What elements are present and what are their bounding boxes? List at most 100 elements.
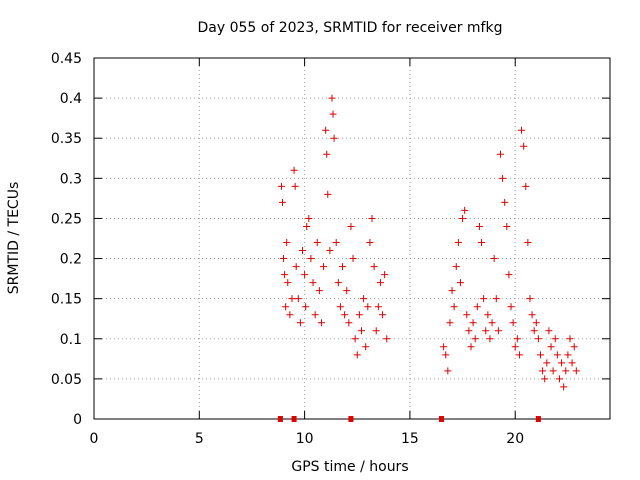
data-point — [558, 359, 566, 367]
data-point — [478, 239, 486, 247]
data-point — [323, 150, 331, 158]
y-tick-label: 0.3 — [60, 171, 82, 187]
data-point — [284, 279, 292, 287]
data-point — [349, 255, 357, 263]
axis-marker — [277, 416, 283, 422]
data-point — [307, 255, 315, 263]
data-point — [278, 198, 286, 206]
data-point — [526, 295, 534, 303]
data-point — [324, 190, 332, 198]
data-point — [482, 327, 490, 335]
chart-title: Day 055 of 2023, SRMTID for receiver mfk… — [198, 20, 503, 36]
data-point — [280, 255, 288, 263]
y-tick-label: 0.4 — [60, 91, 82, 107]
data-point — [473, 303, 481, 311]
data-point — [301, 271, 309, 279]
data-point — [330, 134, 338, 142]
y-tick-label: 0.05 — [51, 372, 82, 388]
data-point — [568, 359, 576, 367]
data-point — [456, 279, 464, 287]
y-tick-label: 0.35 — [51, 131, 82, 147]
data-point — [492, 295, 500, 303]
data-point — [503, 222, 511, 230]
data-point — [536, 351, 544, 359]
data-point — [518, 126, 526, 134]
data-point — [294, 295, 302, 303]
data-point — [302, 303, 310, 311]
data-point — [332, 239, 340, 247]
data-point — [357, 327, 365, 335]
data-point — [336, 303, 344, 311]
x-tick-label: 15 — [401, 431, 419, 447]
data-point — [334, 279, 342, 287]
data-point — [530, 327, 538, 335]
data-point — [282, 303, 290, 311]
data-point — [311, 311, 319, 319]
y-tick-label: 0 — [73, 412, 82, 428]
data-point — [381, 271, 389, 279]
grid — [94, 58, 610, 419]
data-point — [553, 351, 561, 359]
data-point — [296, 319, 304, 327]
data-point — [562, 367, 570, 375]
axis-marker — [291, 416, 297, 422]
data-point — [353, 351, 361, 359]
data-point — [501, 198, 509, 206]
x-tick-label: 10 — [296, 431, 314, 447]
data-point — [286, 311, 294, 319]
data-point — [345, 319, 353, 327]
data-point — [283, 239, 291, 247]
y-tick-label: 0.2 — [60, 252, 82, 268]
data-point — [277, 182, 285, 190]
x-tick-label: 5 — [195, 431, 204, 447]
axis-markers — [277, 416, 541, 422]
axis-marker — [439, 416, 445, 422]
axis-marker — [535, 416, 541, 422]
y-axis-label: SRMTID / TECUs — [6, 182, 22, 295]
data-point — [366, 239, 374, 247]
data-point — [459, 214, 467, 222]
data-point — [528, 311, 536, 319]
data-point — [299, 247, 307, 255]
data-point — [303, 222, 311, 230]
y-tick-label: 0.45 — [51, 51, 82, 67]
data-point — [329, 110, 337, 118]
data-point — [496, 150, 504, 158]
data-point — [513, 335, 521, 343]
data-point — [322, 126, 330, 134]
data-point — [486, 335, 494, 343]
data-point — [315, 287, 323, 295]
data-point — [343, 287, 351, 295]
data-point — [494, 327, 502, 335]
data-point — [543, 359, 551, 367]
data-point — [360, 295, 368, 303]
data-point — [288, 295, 296, 303]
data-point — [370, 263, 378, 271]
data-point — [463, 311, 471, 319]
data-point — [534, 335, 542, 343]
data-point — [379, 311, 387, 319]
axis-ticks: 0 0.05 0.1 0.15 0.2 0.25 0.3 0.35 0.4 0.45 0 5 10 15 2… — [51, 51, 610, 447]
data-point — [339, 263, 347, 271]
data-point — [488, 319, 496, 327]
data-point — [372, 327, 380, 335]
data-point — [446, 319, 454, 327]
data-point — [313, 239, 321, 247]
data-point — [326, 247, 334, 255]
data-point — [515, 351, 523, 359]
x-tick-label: 20 — [506, 431, 524, 447]
data-point — [549, 367, 557, 375]
data-point — [566, 335, 574, 343]
y-tick-label: 0.25 — [51, 211, 82, 227]
x-axis-label: GPS time / hours — [291, 459, 408, 475]
data-point — [547, 343, 555, 351]
data-point — [309, 279, 317, 287]
data-point — [305, 214, 313, 222]
data-point — [362, 343, 370, 351]
data-point — [461, 206, 469, 214]
data-point — [499, 174, 507, 182]
data-point — [355, 311, 363, 319]
data-point — [328, 94, 336, 102]
